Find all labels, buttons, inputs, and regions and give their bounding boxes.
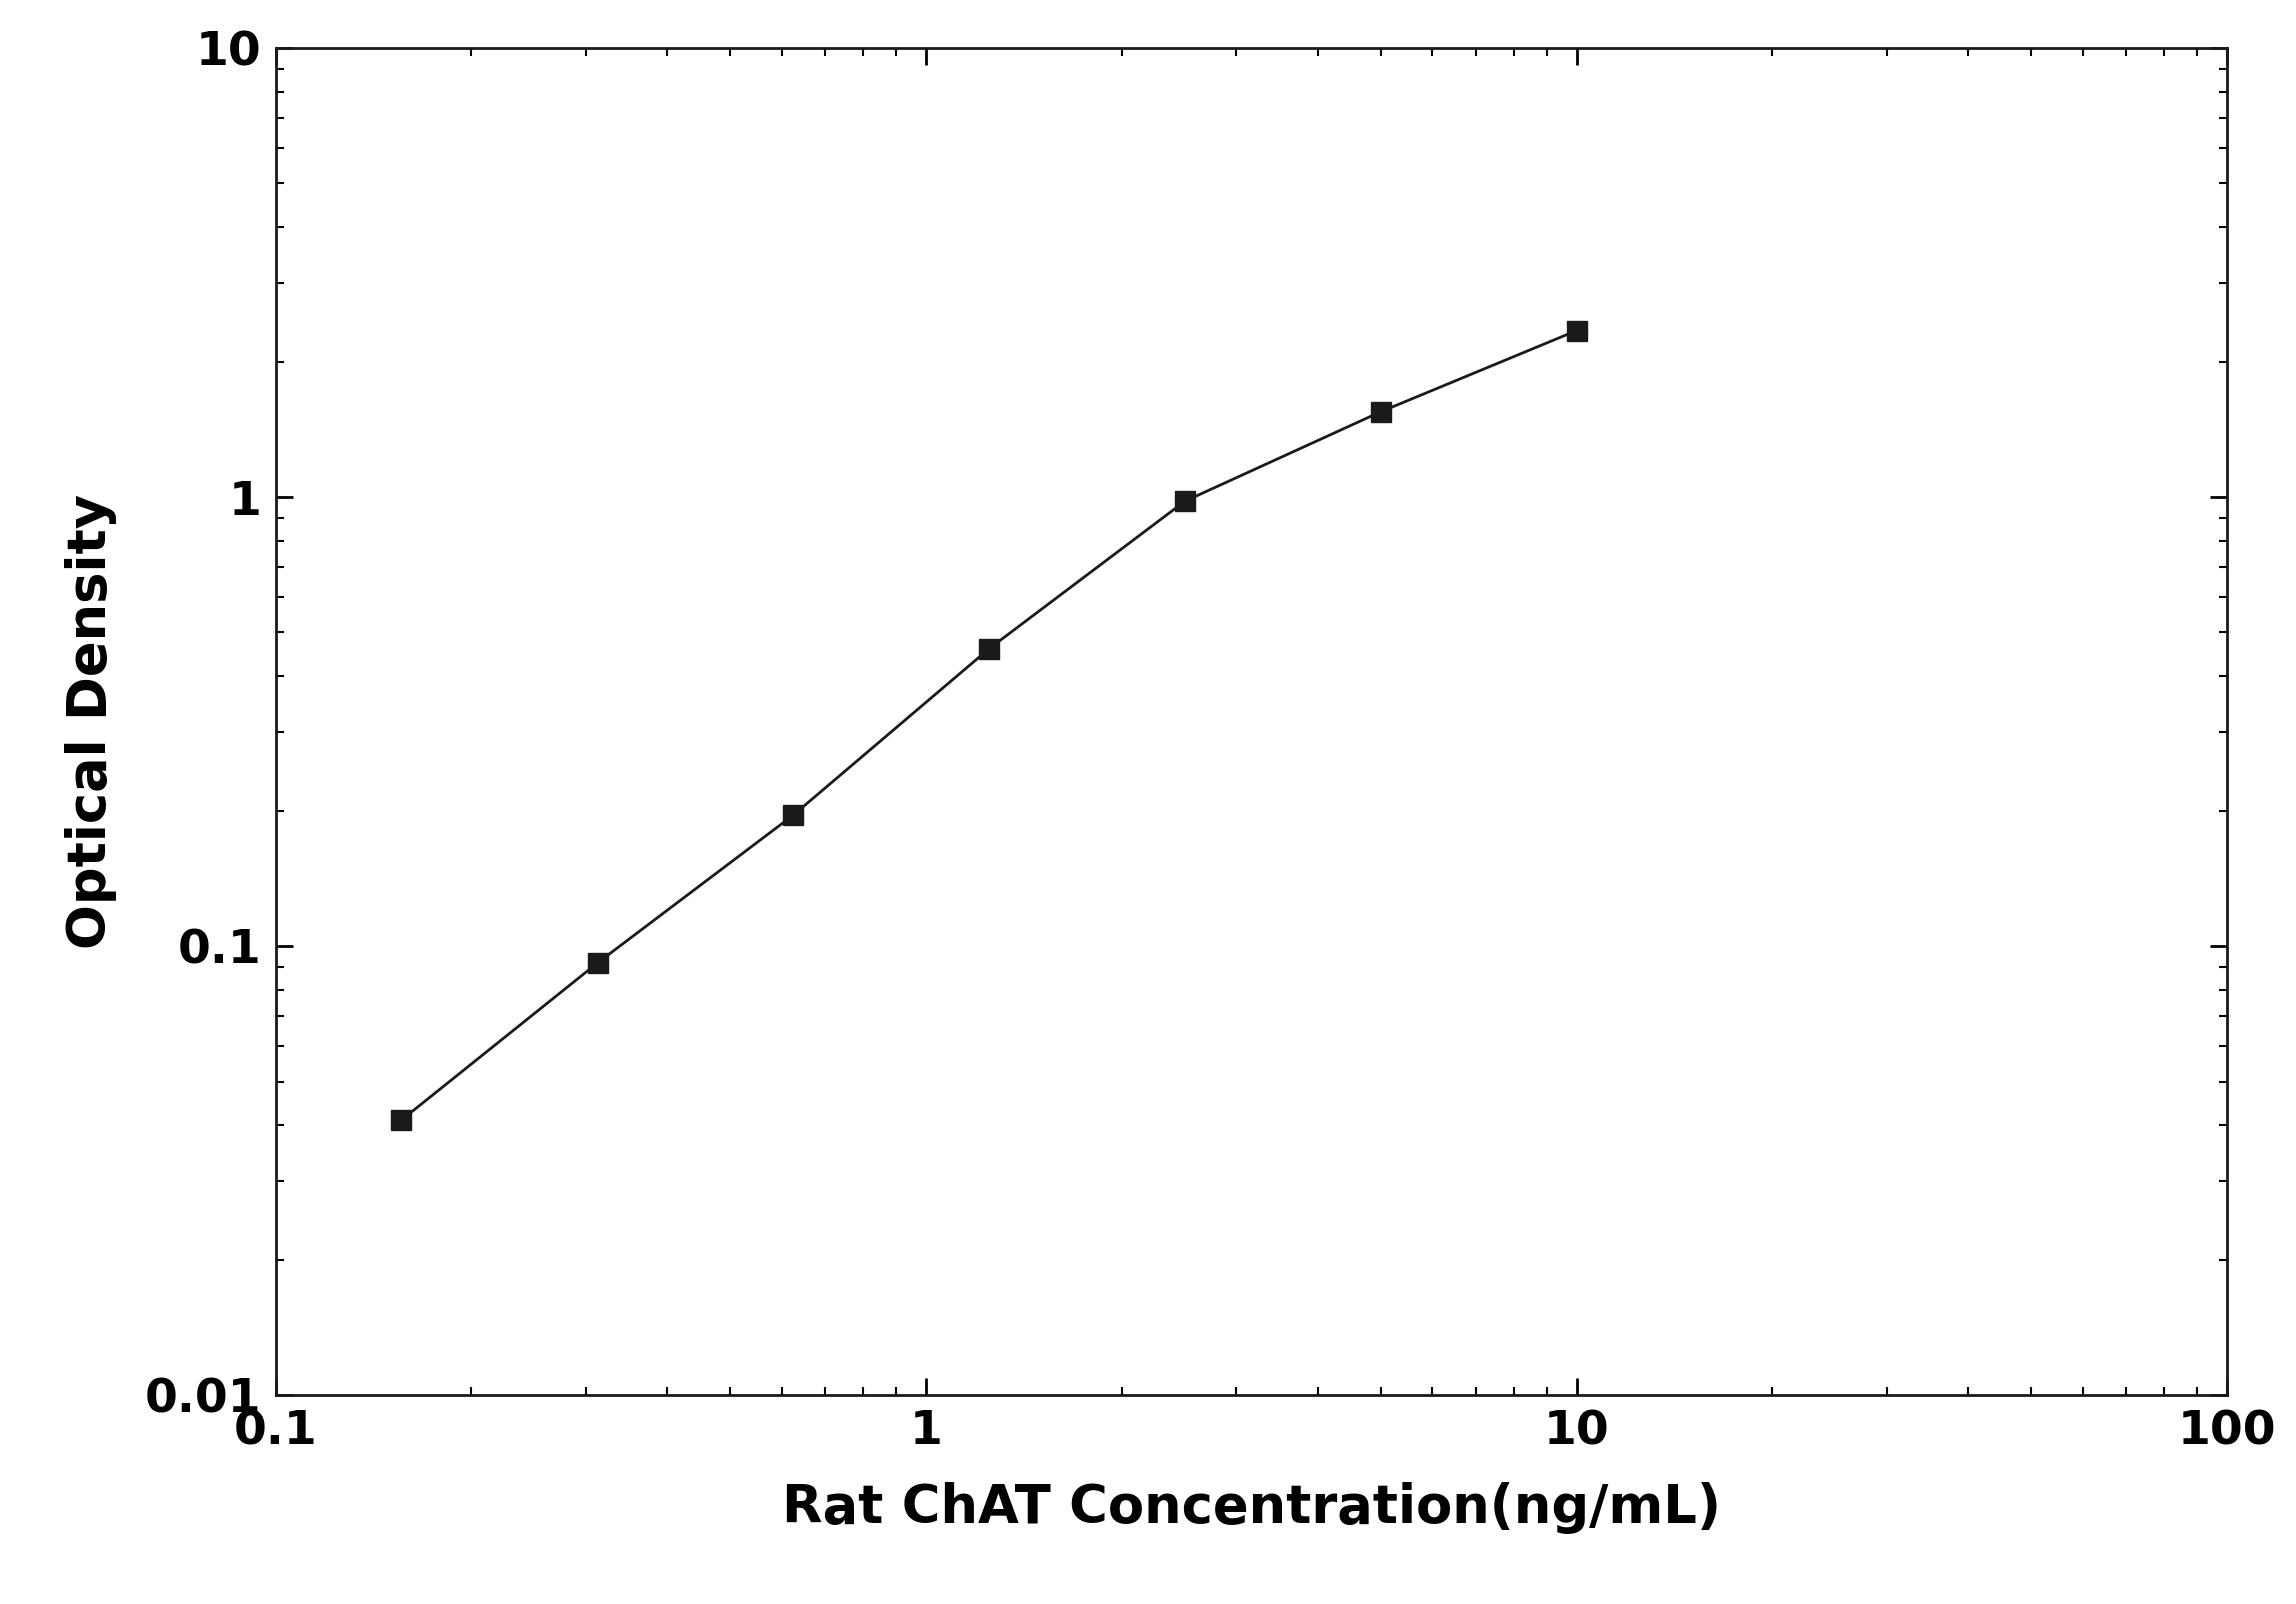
Y-axis label: Optical Density: Optical Density — [64, 494, 117, 950]
X-axis label: Rat ChAT Concentration(ng/mL): Rat ChAT Concentration(ng/mL) — [783, 1482, 1720, 1533]
